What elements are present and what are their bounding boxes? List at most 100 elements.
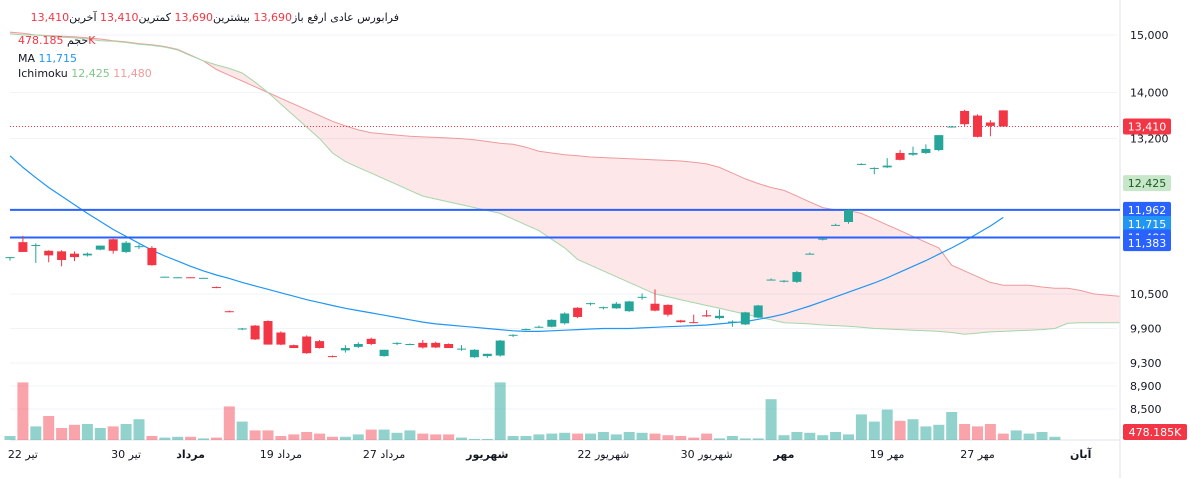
candle-body — [921, 148, 931, 153]
legend-volume[interactable]: حجم 478.185K — [18, 34, 95, 48]
candle-body — [147, 247, 157, 266]
volume-bar — [533, 434, 545, 440]
candle-body — [715, 315, 724, 319]
volume-bar — [1049, 436, 1061, 440]
price-label-bg — [1123, 201, 1171, 218]
volume-bar — [172, 436, 184, 440]
x-tick-label: 30 تیر — [111, 448, 141, 461]
legend-ma[interactable]: MA 11,715 — [18, 52, 77, 66]
volume-bar — [726, 436, 738, 440]
candle-body — [431, 342, 441, 348]
volume-bar — [520, 436, 532, 440]
y-tick-label: 10,500 — [1130, 288, 1169, 301]
volume-bar — [314, 433, 326, 440]
candle-body — [302, 336, 312, 354]
close-label: آخرین — [69, 11, 97, 24]
volume-bar — [443, 434, 455, 440]
horizontal-lines — [10, 125, 1120, 239]
price-label: 11,962 — [1128, 204, 1167, 217]
volume-value: 478.185K — [18, 34, 96, 47]
volume-bar — [404, 430, 416, 440]
volume-bar — [81, 424, 93, 440]
candle-body — [895, 152, 905, 160]
open-value: 13,690 — [253, 11, 292, 24]
candle-body — [663, 304, 673, 315]
ma-series-line — [9, 155, 1004, 332]
volume-bar — [456, 437, 467, 440]
volume-bar — [610, 434, 622, 440]
x-tick-label: مرداد — [176, 448, 205, 461]
price-label-bg — [1123, 175, 1171, 192]
volume-label: حجم — [67, 34, 89, 47]
volume-bar — [56, 428, 68, 440]
candle-body — [495, 340, 505, 356]
volume-bar — [223, 406, 235, 440]
candle-body — [831, 224, 841, 226]
volume-bar — [972, 426, 983, 440]
candle-body — [947, 126, 957, 128]
volume-bar — [636, 432, 648, 440]
volume-bar — [984, 424, 996, 440]
volume-bar — [597, 432, 609, 440]
volume-bar — [739, 438, 751, 440]
volume-bar — [959, 424, 971, 440]
x-tick-label: 22 تیر — [8, 448, 38, 461]
candle-body — [611, 303, 621, 309]
volume-bar — [391, 432, 403, 440]
ohlc-header: فرابورس عادی ارفع باز13,690 بیشترین13,69… — [14, 11, 399, 24]
x-tick-label: 27 مهر — [960, 448, 995, 461]
candle-body — [689, 322, 699, 324]
volume-bar — [675, 436, 687, 440]
x-tick-label: 30 شهریور — [681, 448, 733, 461]
candle-body — [973, 115, 982, 137]
x-tick-label: 19 مهر — [870, 448, 905, 461]
x-tick-label: آبان — [1070, 447, 1092, 461]
volume-bar — [907, 419, 919, 440]
candle-body — [469, 349, 479, 358]
volume-bar — [1010, 430, 1022, 440]
volume-bar — [468, 439, 480, 440]
ichimoku-value-2: 11,480 — [113, 67, 152, 80]
candle-body — [57, 251, 67, 260]
volume-bar — [817, 435, 829, 440]
candle-body — [276, 332, 286, 345]
volume-bar — [481, 439, 493, 440]
candle-body — [224, 311, 234, 313]
x-tick-label: 19 مرداد — [260, 448, 302, 461]
low-value: 13,410 — [100, 11, 139, 24]
candle-body — [753, 305, 763, 318]
price-label: 11,383 — [1128, 237, 1167, 250]
volume-bar — [94, 428, 106, 440]
volume-bar — [352, 434, 364, 440]
volume-bar — [830, 432, 842, 440]
volume-bar — [17, 382, 29, 440]
candle-body — [186, 277, 196, 279]
x-tick-label: 27 مرداد — [363, 448, 405, 461]
candle-body — [560, 313, 570, 324]
candle-body — [95, 245, 105, 250]
x-tick-label: مهر — [773, 448, 795, 461]
y-axis: 15,000 14,000 13,200 10,500 9,900 9,300 8,900 8… — [1130, 29, 1169, 416]
volume-bar — [4, 436, 16, 440]
candle-body — [908, 152, 918, 155]
volume-bar — [881, 409, 893, 440]
volume-bar — [946, 412, 958, 440]
candle-body — [869, 167, 879, 169]
ichimoku-cloud — [9, 31, 1120, 335]
volume-bar — [507, 436, 519, 440]
volume-bar — [778, 435, 790, 440]
candle-body — [482, 353, 492, 357]
candle-body — [792, 272, 802, 282]
candle-body — [379, 349, 389, 357]
low-label: کمترین — [138, 11, 171, 24]
candle-body — [134, 246, 144, 248]
volume-bar — [688, 437, 700, 440]
candle-body — [444, 344, 454, 349]
volume-axis-label: 478.185K — [1129, 426, 1182, 439]
candle-body — [844, 209, 853, 223]
candle-body — [250, 325, 260, 340]
volume-bar — [69, 424, 80, 440]
legend-ichimoku[interactable]: Ichimoku 12,425 11,480 — [18, 67, 152, 81]
